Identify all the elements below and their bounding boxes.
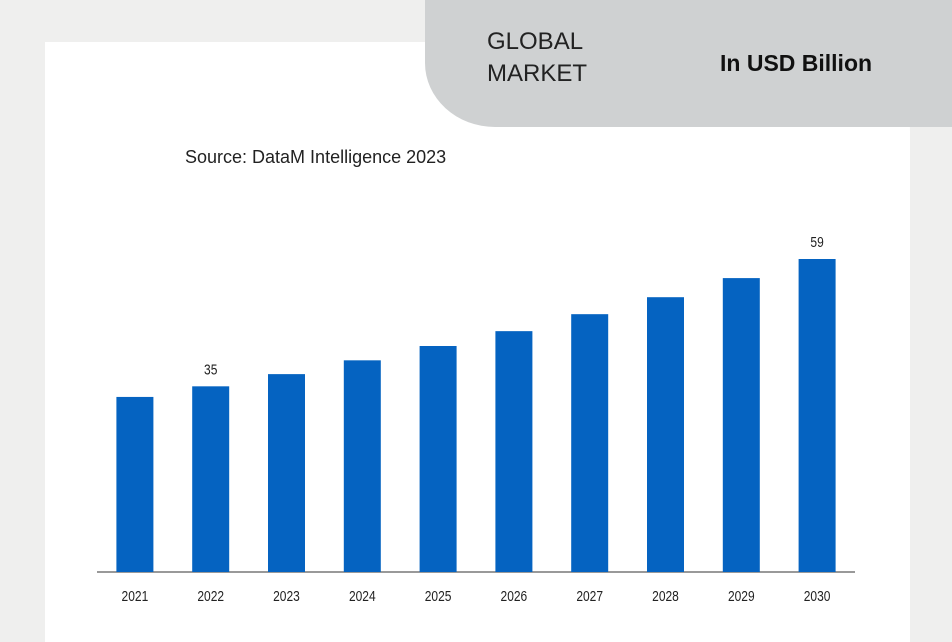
x-tick-label: 2030 (804, 588, 831, 605)
data-label: 35 (204, 361, 217, 378)
x-tick-label: 2029 (728, 588, 755, 605)
chart-panel (45, 42, 910, 642)
x-tick-label: 2026 (501, 588, 528, 605)
header-label: GLOBAL MARKET (487, 28, 588, 87)
x-tick-label: 2023 (273, 588, 300, 605)
x-tick-label: 2028 (652, 588, 679, 605)
x-tick-label: 2021 (122, 588, 149, 605)
chart-subtitle: Source: DataM Intelligence 2023 (185, 147, 446, 167)
header-unit: In USD Billion (720, 50, 873, 76)
bar (571, 314, 609, 572)
bar (798, 259, 836, 572)
chart: Source: DataM Intelligence 2023 2021 2022… (97, 147, 855, 605)
x-tick-label: 2024 (349, 588, 376, 605)
bar (116, 396, 154, 572)
x-tick-label: 2025 (425, 588, 452, 605)
x-tick-label: 2022 (197, 588, 224, 605)
bar (343, 360, 381, 572)
page-body: GLOBAL MARKET In USD Billion Source: Dat… (45, 0, 952, 642)
page: {"header": {"label": "GLOBAL MARKET", "u… (45, 0, 952, 642)
bar (722, 278, 760, 572)
x-tick-label: 2027 (576, 588, 603, 605)
bar (647, 297, 684, 572)
header-pill (425, 0, 952, 127)
data-label: 59 (810, 234, 823, 251)
bar (495, 331, 533, 572)
bar (268, 374, 305, 572)
bar (419, 346, 457, 572)
bar (192, 386, 230, 572)
